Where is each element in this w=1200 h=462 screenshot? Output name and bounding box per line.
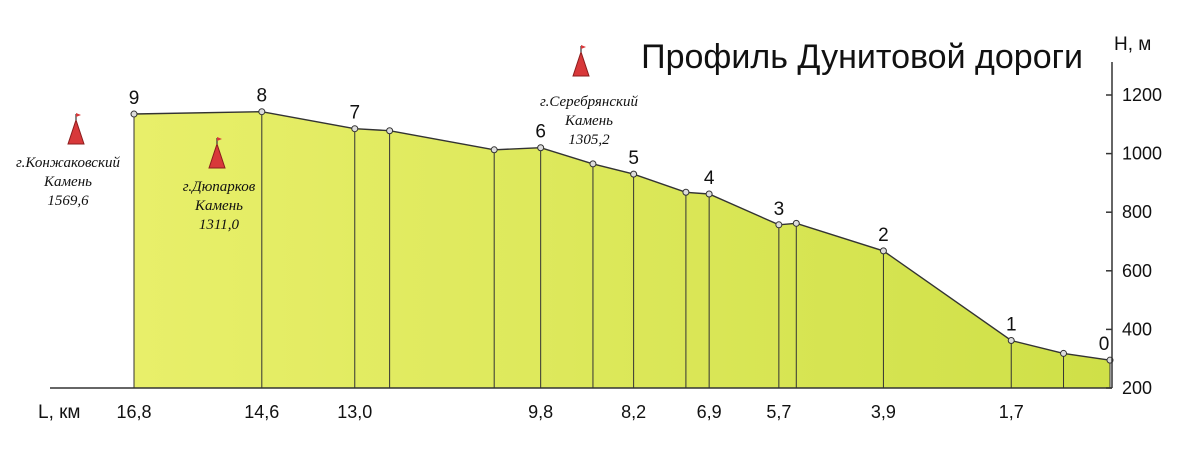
- peak-name: г.Серебрянский: [540, 94, 639, 110]
- peak-height: 1569,6: [47, 193, 89, 209]
- mountain-peak-icon: [67, 113, 85, 145]
- elevation-profile-line: [133, 110, 1111, 361]
- point-number-label: 3: [774, 199, 785, 220]
- point-number-label: 5: [628, 148, 639, 169]
- point-number-label: 4: [704, 168, 715, 189]
- point-number-label: 9: [129, 88, 140, 109]
- x-tick-label: 3,9: [871, 402, 896, 422]
- y-tick-label: 1200: [1122, 85, 1162, 105]
- elevation-area: [134, 111, 1110, 388]
- y-axis-label: H, м: [1114, 34, 1151, 55]
- point-number-label: 8: [257, 86, 268, 107]
- peak-kind: Камень: [194, 198, 243, 214]
- data-point: [1007, 337, 1015, 345]
- data-point: [351, 125, 359, 133]
- data-point: [630, 170, 638, 178]
- mountain-peak-icon: [208, 137, 226, 169]
- data-point: [386, 127, 394, 135]
- peak-kind: Камень: [564, 113, 613, 129]
- peak-konzhakovsky: г.Конжаковский Камень 1569,6: [16, 113, 120, 209]
- x-tick-label: 9,8: [528, 402, 553, 422]
- data-point: [1060, 349, 1068, 357]
- data-point: [130, 110, 138, 118]
- x-tick-label: 8,2: [621, 402, 646, 422]
- y-tick-label: 1000: [1122, 144, 1162, 164]
- x-tick-label: 13,0: [337, 402, 372, 422]
- data-point: [705, 190, 713, 198]
- point-number-label: 1: [1006, 315, 1017, 336]
- x-axis-label: L, км: [38, 402, 81, 423]
- y-tick-label: 400: [1122, 319, 1152, 339]
- y-tick-label: 200: [1122, 378, 1152, 398]
- peak-kind: Камень: [43, 174, 92, 190]
- peak-name: г.Конжаковский: [16, 155, 120, 171]
- peak-serebryansky: г.Серебрянский Камень 1305,2: [540, 45, 639, 148]
- data-point: [792, 219, 800, 227]
- point-number-label: 2: [878, 225, 889, 246]
- x-tick-label: 14,6: [244, 402, 279, 422]
- data-point: [258, 108, 266, 116]
- chart-title: Профиль Дунитовой дороги: [641, 38, 1083, 76]
- x-tick-label: 1,7: [999, 402, 1024, 422]
- y-tick-label: 800: [1122, 202, 1152, 222]
- data-point: [490, 146, 498, 154]
- peak-height: 1305,2: [568, 132, 610, 148]
- peak-height: 1311,0: [199, 217, 240, 233]
- data-point: [775, 221, 783, 229]
- point-number-label: 0: [1099, 334, 1110, 355]
- peak-name: г.Дюпарков: [183, 179, 256, 195]
- data-point: [589, 160, 597, 168]
- x-tick-label: 16,8: [116, 402, 151, 422]
- peak-dyuparkov: г.Дюпарков Камень 1311,0: [183, 137, 256, 233]
- y-tick-label: 600: [1122, 261, 1152, 281]
- mountain-peak-icon: [572, 45, 590, 77]
- data-point: [879, 247, 887, 255]
- x-tick-label: 6,9: [697, 402, 722, 422]
- data-point: [682, 188, 690, 196]
- x-tick-label: 5,7: [766, 402, 791, 422]
- point-number-label: 6: [535, 122, 546, 143]
- point-number-label: 7: [349, 103, 360, 124]
- data-point: [537, 144, 545, 152]
